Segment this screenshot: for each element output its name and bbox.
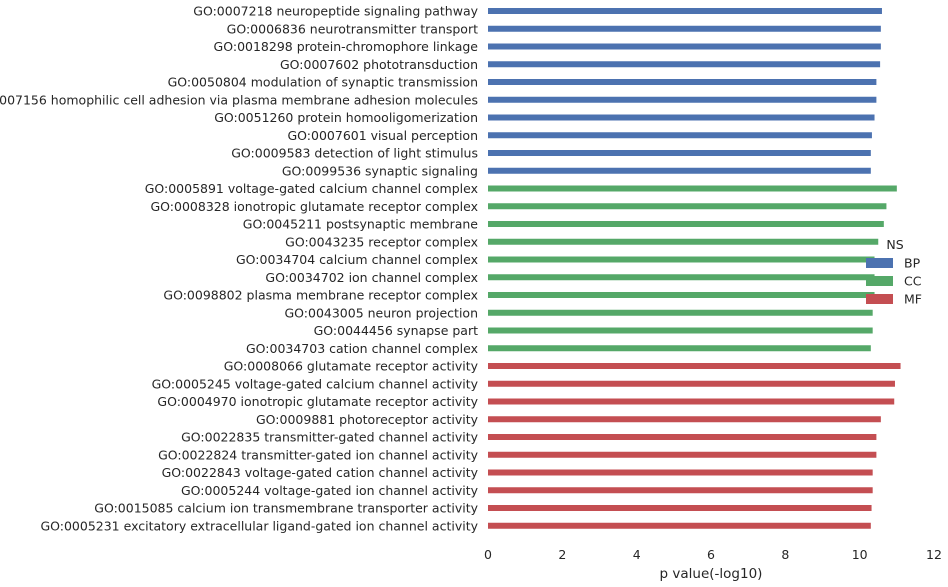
bar: [488, 203, 887, 210]
category-label: GO:0004970 ionotropic glutamate receptor…: [157, 394, 478, 409]
bar: [488, 8, 882, 14]
category-label: GO:0005231 excitatory extracellular liga…: [40, 518, 478, 533]
legend-title: NS: [886, 237, 903, 252]
category-label: GO:0007156 homophilic cell adhesion via …: [0, 92, 478, 107]
category-label: GO:0022835 transmitter-gated channel act…: [181, 430, 478, 445]
bar: [488, 505, 872, 511]
category-label: GO:0045211 postsynaptic membrane: [243, 217, 479, 232]
category-label: GO:0050804 modulation of synaptic transm…: [168, 75, 478, 90]
category-label: GO:0009881 photoreceptor activity: [256, 412, 479, 427]
category-label: GO:0005245 voltage-gated calcium channel…: [152, 376, 479, 391]
bar: [488, 363, 901, 369]
category-label: GO:0034704 calcium channel complex: [236, 252, 478, 267]
x-tick-label: 10: [852, 547, 868, 562]
category-label: GO:0005891 voltage-gated calcium channel…: [145, 181, 478, 196]
bar: [488, 238, 879, 245]
category-label: GO:0009583 detection of light stimulus: [231, 146, 478, 161]
bar: [488, 221, 884, 227]
bar: [488, 61, 881, 68]
legend-entries: BP CC MF: [866, 256, 922, 307]
bar: [488, 114, 875, 121]
legend-label: BP: [904, 256, 921, 271]
x-tick-label: 12: [926, 547, 942, 562]
category-labels: GO:0007218 neuropeptide signaling pathwa…: [0, 4, 479, 534]
category-label: GO:0007602 phototransduction: [280, 57, 478, 72]
category-label: GO:0043235 receptor complex: [285, 234, 478, 249]
bar: [488, 150, 871, 156]
category-label: GO:0015085 calcium ion transmembrane tra…: [94, 501, 478, 516]
category-label: GO:0006836 neurotransmitter transport: [227, 21, 478, 36]
bar: [488, 469, 873, 476]
bar: [488, 185, 897, 192]
x-axis-ticks: 0 2 4 6 8 10 12: [484, 547, 942, 562]
bar: [488, 345, 871, 352]
bar: [488, 380, 895, 387]
bar: [488, 327, 873, 334]
bar: [488, 522, 871, 529]
category-label: GO:0018298 protein-chromophore linkage: [214, 39, 479, 54]
bar: [488, 167, 871, 174]
legend-label: CC: [904, 274, 922, 289]
bar: [488, 25, 881, 32]
bars-group: [488, 8, 901, 529]
x-tick-label: 8: [781, 547, 789, 562]
category-label: GO:0034703 cation channel complex: [246, 341, 478, 356]
category-label: GO:0008328 ionotropic glutamate receptor…: [151, 199, 479, 214]
legend-label: MF: [904, 292, 922, 307]
category-label: GO:0022824 transmitter-gated ion channel…: [158, 447, 479, 462]
bar: [488, 292, 875, 298]
x-tick-label: 6: [707, 547, 715, 562]
category-label: GO:0051260 protein homooligomerization: [214, 110, 478, 125]
bar: [488, 451, 877, 458]
category-label: GO:0008066 glutamate receptor activity: [224, 359, 479, 374]
bar: [488, 416, 881, 423]
legend-swatch: [866, 276, 893, 286]
bar: [488, 398, 895, 405]
category-label: GO:0005244 voltage-gated ion channel act…: [181, 483, 479, 498]
bar: [488, 96, 877, 103]
bar: [488, 274, 875, 281]
category-label: GO:0034702 ion channel complex: [265, 270, 478, 285]
x-tick-label: 2: [558, 547, 566, 562]
bar: [488, 132, 872, 139]
category-label: GO:0022843 voltage-gated cation channel …: [162, 465, 479, 480]
legend: NS BP CC MF: [866, 237, 922, 307]
bar: [488, 434, 877, 440]
legend-swatch: [866, 258, 893, 268]
x-tick-label: 4: [633, 547, 641, 562]
category-label: GO:0007601 visual perception: [287, 128, 478, 143]
bar: [488, 43, 881, 50]
bar: [488, 79, 877, 85]
bar: [488, 309, 873, 316]
category-label: GO:0099536 synaptic signaling: [282, 163, 478, 178]
category-label: GO:0044456 synapse part: [314, 323, 478, 338]
x-tick-label: 0: [484, 547, 492, 562]
bar: [488, 256, 875, 263]
category-label: GO:0043005 neuron projection: [284, 305, 478, 320]
x-axis-title: p value(-log10): [660, 566, 763, 582]
legend-swatch: [866, 294, 893, 304]
bar: [488, 487, 873, 494]
category-label: GO:0098802 plasma membrane receptor comp…: [163, 288, 478, 303]
category-label: GO:0007218 neuropeptide signaling pathwa…: [193, 4, 478, 19]
